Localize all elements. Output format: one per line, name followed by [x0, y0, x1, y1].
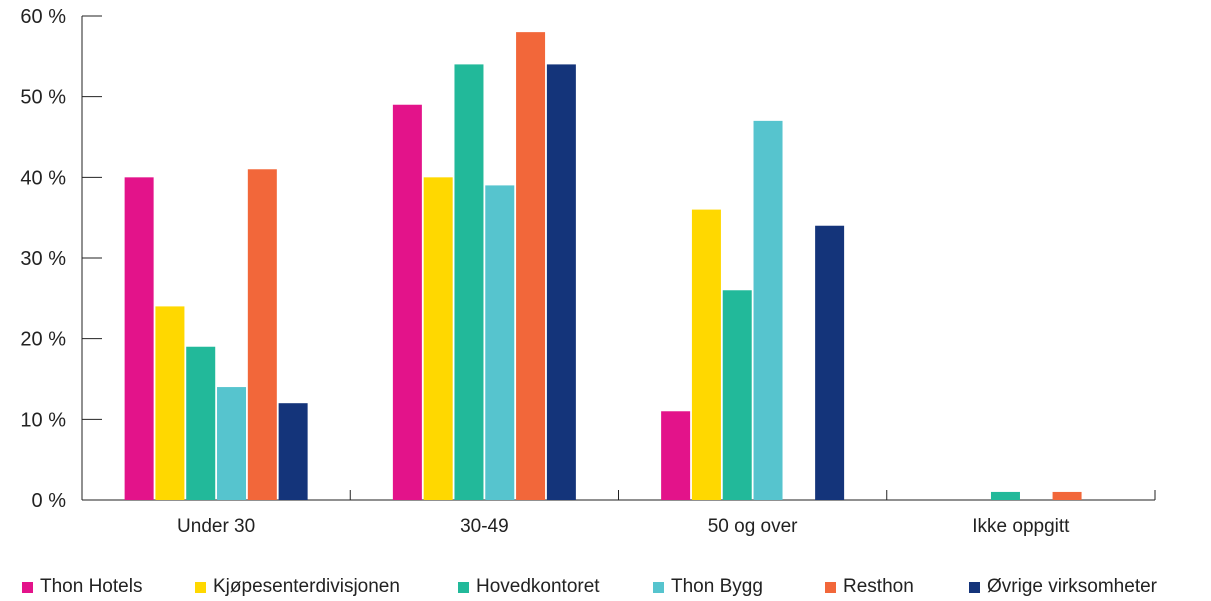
legend-item: Kjøpesenterdivisjonen: [195, 576, 400, 598]
bar: [278, 403, 308, 500]
bar: [691, 209, 721, 500]
bar: [155, 306, 185, 500]
bars: [124, 32, 1082, 501]
x-category-label: 50 og over: [708, 516, 798, 537]
legend: Thon Hotels Kjøpesenterdivisjonen Hovedkon…: [22, 576, 1211, 601]
bar: [423, 177, 453, 501]
bar: [124, 177, 154, 501]
legend-swatch: [195, 581, 206, 593]
legend-label: Thon Hotels: [40, 576, 143, 597]
y-tick-label: 10 %: [20, 409, 66, 431]
y-tick-label: 0 %: [32, 490, 67, 512]
y-tick-label: 60 %: [20, 6, 66, 28]
bar: [815, 225, 845, 500]
legend-item: Hovedkontoret: [458, 576, 600, 598]
bar: [186, 346, 216, 500]
bar-chart: 0 % 10 % 20 % 30 % 40 % 50 % 60 % Under 30 30-4…: [20, 6, 1156, 537]
bar: [661, 411, 691, 500]
x-category-label: Ikke oppgitt: [972, 516, 1070, 537]
y-tick-label: 50 %: [20, 87, 66, 109]
bar: [990, 491, 1020, 500]
bar: [392, 104, 422, 500]
legend-swatch: [458, 581, 469, 593]
y-axis: 0 % 10 % 20 % 30 % 40 % 50 % 60 %: [20, 6, 102, 512]
bar: [722, 290, 752, 500]
bar: [516, 32, 546, 501]
x-category-label: 30-49: [460, 516, 509, 537]
legend-item: Thon Bygg: [653, 576, 763, 598]
bar: [753, 120, 783, 500]
bar: [247, 169, 277, 500]
legend-label: Øvrige virksomheter: [987, 576, 1157, 597]
bar: [485, 185, 515, 500]
bar: [1052, 491, 1082, 500]
legend-label: Kjøpesenterdivisjonen: [213, 576, 400, 597]
bar: [217, 387, 247, 500]
legend-label: Hovedkontoret: [476, 576, 600, 597]
legend-swatch: [22, 581, 33, 593]
legend-swatch: [825, 581, 836, 593]
legend-item: Thon Hotels: [22, 576, 142, 598]
legend-swatch: [653, 581, 664, 593]
y-tick-label: 20 %: [20, 329, 66, 351]
bar: [546, 64, 576, 501]
y-tick-label: 30 %: [20, 248, 66, 270]
legend-label: Thon Bygg: [671, 576, 763, 597]
x-category-label: Under 30: [177, 516, 255, 537]
legend-swatch: [969, 581, 980, 593]
legend-item: Øvrige virksomheter: [969, 576, 1157, 598]
legend-item: Resthon: [825, 576, 914, 598]
y-tick-label: 40 %: [20, 167, 66, 189]
bar: [454, 64, 484, 501]
x-axis: Under 30 30-49 50 og over Ikke oppgitt: [81, 490, 1156, 537]
legend-label: Resthon: [843, 576, 914, 597]
